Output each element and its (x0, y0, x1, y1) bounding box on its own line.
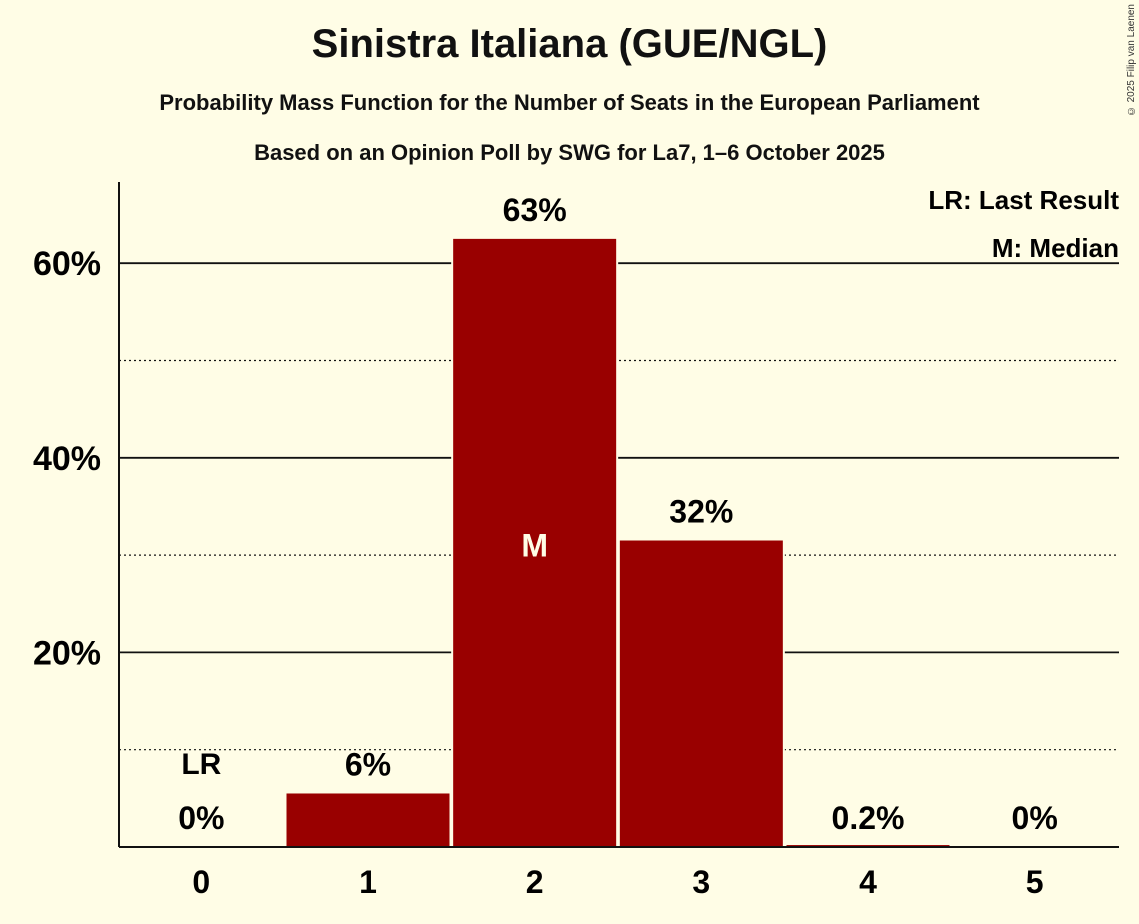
bar (453, 238, 617, 847)
bar-outline (784, 843, 952, 847)
y-tick-label: 60% (33, 245, 101, 283)
data-label: 0.2% (832, 800, 905, 836)
legend-last-result: LR: Last Result (928, 185, 1119, 215)
bar (286, 793, 450, 847)
median-marker: M (521, 528, 548, 564)
data-label: 0% (178, 800, 224, 836)
data-label: 0% (1012, 800, 1058, 836)
data-label: 32% (669, 494, 733, 530)
x-tick-label: 3 (692, 864, 710, 900)
chart-subtitle: Probability Mass Function for the Number… (159, 90, 980, 115)
data-label: 63% (503, 192, 567, 228)
chart-title: Sinistra Italiana (GUE/NGL) (311, 22, 828, 66)
bar (619, 540, 783, 847)
x-tick-label: 1 (359, 864, 377, 900)
x-tick-label: 2 (526, 864, 544, 900)
y-tick-label: 20% (33, 634, 101, 672)
x-tick-label: 4 (859, 864, 877, 900)
legend-median: M: Median (992, 233, 1119, 263)
last-result-marker: LR (181, 748, 221, 781)
chart-subtitle-2: Based on an Opinion Poll by SWG for La7,… (254, 140, 885, 165)
y-tick-label: 40% (33, 440, 101, 478)
data-label: 6% (345, 746, 391, 782)
x-tick-label: 5 (1026, 864, 1044, 900)
x-tick-label: 0 (192, 864, 210, 900)
